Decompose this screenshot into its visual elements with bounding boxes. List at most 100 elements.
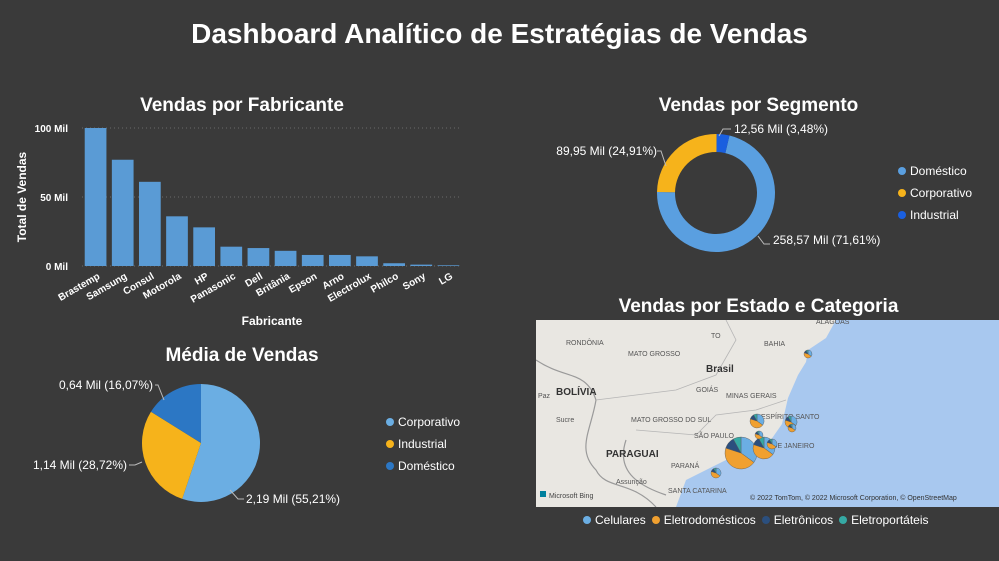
legend-marker bbox=[898, 211, 906, 219]
y-tick-label: 0 Mil bbox=[46, 262, 68, 273]
y-axis-label: Total de Vendas bbox=[15, 151, 29, 242]
map-place-label: Sucre bbox=[556, 417, 574, 424]
leader-line bbox=[229, 489, 244, 500]
map-legend-item[interactable]: Eletrodomésticos bbox=[651, 513, 756, 527]
leader-line bbox=[718, 128, 731, 137]
bing-logo-mark bbox=[540, 491, 546, 497]
bubble-slice bbox=[805, 349, 809, 355]
map-sales-bubble bbox=[710, 467, 722, 479]
pie-legend-item[interactable]: Corporativo bbox=[386, 415, 460, 429]
map-sales-bubble bbox=[749, 413, 765, 429]
pie-chart: 2,19 Mil (55,21%) 1,14 Mil (28,72%) 0,64 M… bbox=[33, 378, 340, 506]
donut-legend-item[interactable]: Corporativo bbox=[898, 186, 972, 200]
donut-legend-item[interactable]: Industrial bbox=[898, 208, 972, 222]
pie-data-label: 2,19 Mil (55,21%) bbox=[246, 492, 340, 506]
map-place-label: MINAS GERAIS bbox=[726, 393, 777, 400]
bar-philco bbox=[383, 263, 405, 266]
map-title: Vendas por Estado e Categoria bbox=[618, 296, 899, 317]
y-tick-label: 100 Mil bbox=[35, 124, 69, 135]
map-place-label: MATO GROSSO DO SUL bbox=[631, 417, 711, 424]
legend-marker bbox=[386, 440, 394, 448]
state-border bbox=[635, 399, 787, 436]
legend-label: Doméstico bbox=[910, 164, 967, 178]
donut-data-label: 89,95 Mil (24,91%) bbox=[556, 144, 657, 158]
pie-slice-corporativo bbox=[182, 384, 260, 502]
x-axis-label: Fabricante bbox=[242, 314, 303, 328]
bubble-slice bbox=[753, 413, 758, 422]
bar-epson bbox=[301, 254, 324, 266]
x-tick-label: Sony bbox=[401, 271, 428, 293]
legend-marker bbox=[386, 462, 394, 470]
bubble-slice bbox=[787, 415, 792, 423]
map-legend-item[interactable]: Eletrônicos bbox=[761, 513, 834, 527]
map-place-label: MATO GROSSO bbox=[628, 351, 681, 358]
bubble-slice bbox=[752, 444, 774, 460]
bubble-slice bbox=[749, 418, 763, 429]
country-border bbox=[536, 359, 657, 507]
dashboard-title: Dashboard Analítico de Estratégias de Ve… bbox=[191, 18, 808, 49]
legend-marker bbox=[651, 516, 660, 524]
donut-data-label: 12,56 Mil (3,48%) bbox=[734, 122, 828, 136]
legend-label: Industrial bbox=[398, 437, 447, 451]
pie-data-label: 0,64 Mil (16,07%) bbox=[59, 378, 153, 392]
bar-chart-title: Vendas por Fabricante bbox=[140, 95, 344, 116]
map-attribution: © 2022 TomTom, © 2022 Microsoft Corporat… bbox=[750, 494, 957, 502]
map-place-label: SÃO PAULO bbox=[694, 431, 734, 440]
donut-chart: 258,57 Mil (71,61%) 89,95 Mil (24,91%) 12,… bbox=[556, 122, 880, 252]
map-sales-bubble bbox=[754, 430, 764, 440]
donut-slice-doméstico bbox=[657, 135, 775, 252]
bubble-slice bbox=[769, 438, 773, 445]
leader-line bbox=[657, 150, 667, 167]
legend-label: Eletrônicos bbox=[773, 513, 834, 527]
map-place-label: BOLÍVIA bbox=[556, 385, 597, 398]
bar-panasonic bbox=[220, 246, 243, 266]
bubble-slice bbox=[733, 436, 742, 454]
map-legend: Celulares Eletrodomésticos Eletrônicos Elet… bbox=[583, 513, 935, 527]
bar-sony bbox=[410, 264, 433, 266]
legend-label: Industrial bbox=[910, 208, 959, 222]
legend-label: Corporativo bbox=[910, 186, 973, 200]
map-canvas: RONDÔNIA MATO GROSSO TO BAHIA ALAGOAS Brasil G… bbox=[536, 320, 957, 507]
leader-line bbox=[129, 461, 143, 466]
land bbox=[536, 320, 836, 507]
bubble-slice bbox=[756, 430, 760, 436]
pie-legend: Corporativo Industrial Doméstico bbox=[386, 415, 460, 481]
pie-legend-item[interactable]: Doméstico bbox=[386, 459, 460, 473]
x-tick-label: Philco bbox=[369, 271, 400, 296]
bubble-slice bbox=[713, 467, 717, 474]
donut-slice-industrial bbox=[716, 134, 730, 154]
legend-label: Doméstico bbox=[398, 459, 455, 473]
legend-label: Corporativo bbox=[398, 415, 461, 429]
map-legend-item[interactable]: Celulares bbox=[583, 513, 646, 527]
bar-lg bbox=[437, 265, 460, 266]
bar-samsung bbox=[111, 159, 134, 266]
map-sales-bubble bbox=[724, 436, 758, 470]
map-place-label: Brasil bbox=[706, 364, 734, 375]
map-sales-bubble bbox=[803, 349, 813, 359]
bar-dell bbox=[247, 248, 270, 266]
legend-marker bbox=[839, 516, 848, 524]
pie-data-label: 1,14 Mil (28,72%) bbox=[33, 458, 127, 472]
pie-slice-industrial bbox=[141, 411, 201, 499]
map-sales-bubble bbox=[784, 415, 798, 429]
donut-data-label: 258,57 Mil (71,61%) bbox=[773, 233, 880, 247]
bar-arno bbox=[329, 254, 351, 266]
legend-label: Eletrodomésticos bbox=[663, 513, 756, 527]
donut-legend-item[interactable]: Doméstico bbox=[898, 164, 972, 178]
bar-electrolux bbox=[356, 256, 378, 266]
map-panel[interactable]: RONDÔNIA MATO GROSSO TO BAHIA ALAGOAS Brasil G… bbox=[536, 320, 999, 507]
map-place-label: BAHIA bbox=[764, 341, 785, 348]
map-place-label: Paz bbox=[538, 393, 551, 400]
pie-legend-item[interactable]: Industrial bbox=[386, 437, 460, 451]
pie-chart-title: Média de Vendas bbox=[165, 345, 319, 366]
legend-marker bbox=[898, 167, 906, 175]
donut-legend: Doméstico Corporativo Industrial bbox=[898, 164, 972, 230]
country-border bbox=[622, 439, 667, 496]
bar-hp bbox=[193, 227, 215, 266]
map-sales-bubble bbox=[787, 423, 797, 433]
legend-marker bbox=[583, 516, 591, 524]
donut-chart-title: Vendas por Segmento bbox=[658, 95, 859, 116]
y-tick-label: 50 Mil bbox=[40, 193, 68, 204]
map-legend-item[interactable]: Eletroportáteis bbox=[839, 513, 929, 527]
map-sales-bubble bbox=[766, 438, 778, 450]
